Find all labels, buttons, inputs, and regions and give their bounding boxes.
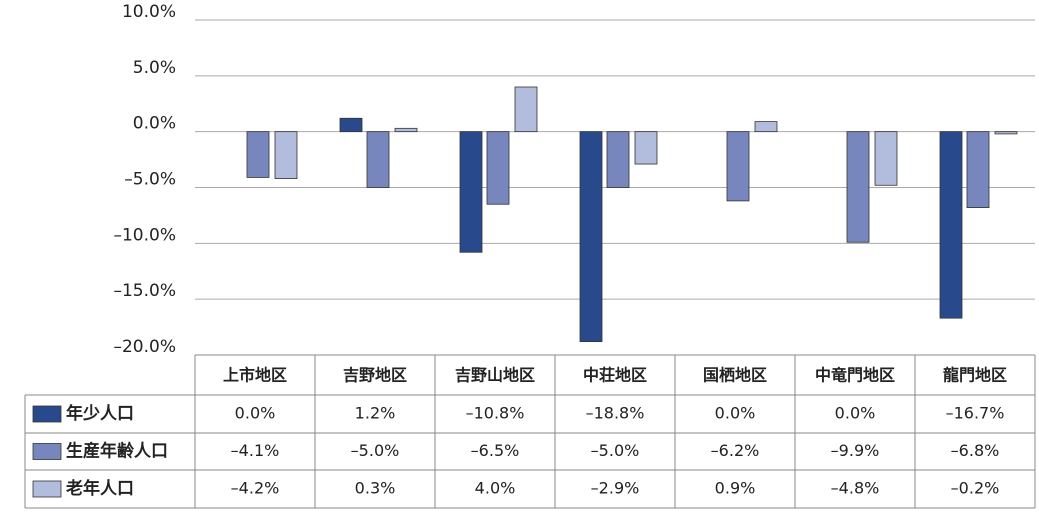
bar bbox=[366, 131, 390, 188]
category-label: 上市地区 bbox=[223, 366, 287, 385]
table-value: 4.0% bbox=[475, 479, 516, 498]
table-value: 0.0% bbox=[835, 404, 876, 423]
bar bbox=[246, 131, 270, 178]
y-tick-label: –20.0% bbox=[113, 337, 176, 357]
table-value: –6.8% bbox=[951, 441, 1000, 460]
table-value: –0.2% bbox=[951, 479, 1000, 498]
table-value: –6.2% bbox=[711, 441, 760, 460]
bar bbox=[994, 131, 1018, 135]
category-label: 龍門地区 bbox=[943, 366, 1007, 385]
table-value: 1.2% bbox=[355, 404, 396, 423]
category-label: 中荘地区 bbox=[583, 366, 647, 385]
category-label: 吉野地区 bbox=[343, 366, 407, 385]
table-value: –10.8% bbox=[466, 404, 525, 423]
bar bbox=[394, 127, 418, 133]
bar bbox=[339, 117, 363, 133]
bar bbox=[274, 131, 298, 179]
table-value: –18.8% bbox=[586, 404, 645, 423]
legend-label: 生産年齢人口 bbox=[66, 441, 168, 462]
category-label: 吉野山地区 bbox=[455, 366, 535, 385]
legend-swatch bbox=[32, 480, 62, 498]
bar bbox=[514, 86, 538, 133]
bar bbox=[726, 131, 750, 202]
bar bbox=[939, 131, 963, 319]
table-value: 0.0% bbox=[715, 404, 756, 423]
y-tick-label: –10.0% bbox=[113, 225, 176, 245]
table-value: –9.9% bbox=[831, 441, 880, 460]
bar bbox=[966, 131, 990, 209]
y-tick-label: –15.0% bbox=[113, 281, 176, 301]
legend-label: 年少人口 bbox=[66, 403, 134, 424]
category-label: 国栖地区 bbox=[703, 366, 767, 385]
table-value: –2.9% bbox=[591, 479, 640, 498]
y-tick-label: 0.0% bbox=[133, 114, 176, 134]
bar bbox=[579, 131, 603, 343]
table-value: –16.7% bbox=[946, 404, 1005, 423]
bar bbox=[754, 121, 778, 133]
table-value: 0.0% bbox=[235, 404, 276, 423]
legend-swatch bbox=[32, 405, 62, 423]
bar bbox=[634, 131, 658, 165]
table-value: –4.2% bbox=[231, 479, 280, 498]
bar bbox=[846, 131, 870, 243]
y-tick-label: 10.0% bbox=[122, 2, 176, 22]
y-tick-label: 5.0% bbox=[133, 58, 176, 78]
table-value: –5.0% bbox=[591, 441, 640, 460]
table-value: –5.0% bbox=[351, 441, 400, 460]
table-value: –4.8% bbox=[831, 479, 880, 498]
table-value: –6.5% bbox=[471, 441, 520, 460]
legend-label: 老年人口 bbox=[65, 478, 134, 499]
bar bbox=[874, 131, 898, 186]
table-value: –4.1% bbox=[231, 441, 280, 460]
category-label: 中竜門地区 bbox=[815, 366, 895, 385]
y-tick-label: –5.0% bbox=[124, 170, 176, 190]
legend-swatch bbox=[32, 443, 62, 460]
table-value: 0.3% bbox=[355, 479, 396, 498]
bar bbox=[486, 131, 510, 205]
bar bbox=[459, 131, 483, 253]
bar bbox=[606, 131, 630, 188]
table-value: 0.9% bbox=[715, 479, 756, 498]
